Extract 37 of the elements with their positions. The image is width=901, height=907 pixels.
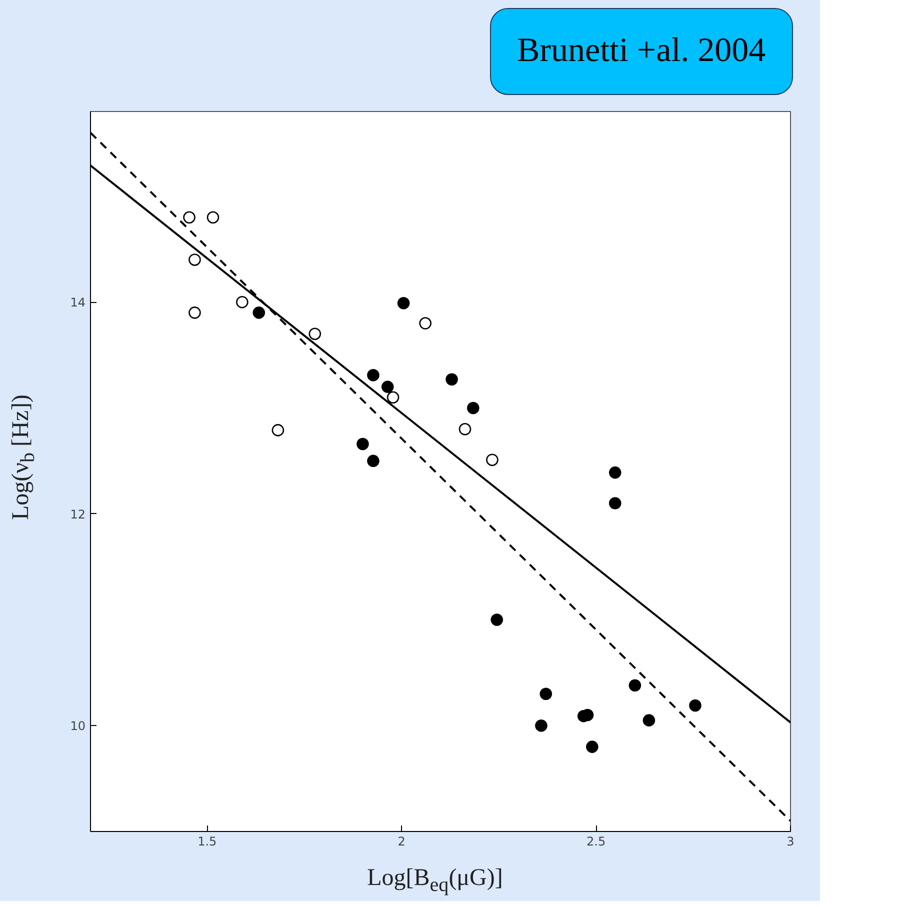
x-tick-label: 3 [786, 834, 794, 848]
point [206, 210, 220, 224]
point [608, 466, 622, 478]
point [188, 306, 201, 318]
point [397, 296, 410, 309]
point [419, 316, 432, 329]
x-tick-label: 1.5 [198, 834, 217, 848]
y-tick-label: 12 [70, 506, 86, 521]
point [252, 306, 266, 318]
point [540, 687, 552, 700]
point [381, 380, 394, 392]
point [490, 613, 504, 626]
point [486, 453, 498, 466]
point [308, 327, 322, 340]
x-axis-title: Log[B$_{eq}$(μG)] [366, 864, 504, 898]
point [628, 678, 642, 692]
point [689, 698, 702, 712]
point [272, 424, 284, 436]
point [446, 372, 458, 386]
point [367, 454, 380, 467]
y-tick-label: 14 [70, 295, 86, 310]
x-tick-label: 2.5 [586, 834, 606, 848]
point [586, 740, 598, 752]
point [183, 210, 196, 224]
point [608, 496, 622, 509]
point [458, 422, 472, 435]
x-tick-label: 2 [398, 834, 406, 848]
point [367, 368, 380, 381]
point [386, 390, 400, 404]
y-tick-label: 10 [70, 718, 86, 733]
point [467, 401, 480, 414]
point [236, 296, 248, 308]
point [535, 719, 548, 732]
point [188, 253, 201, 266]
point [356, 437, 369, 450]
text: Brunetti +al. 2004 [490, 8, 793, 95]
point [642, 714, 656, 726]
